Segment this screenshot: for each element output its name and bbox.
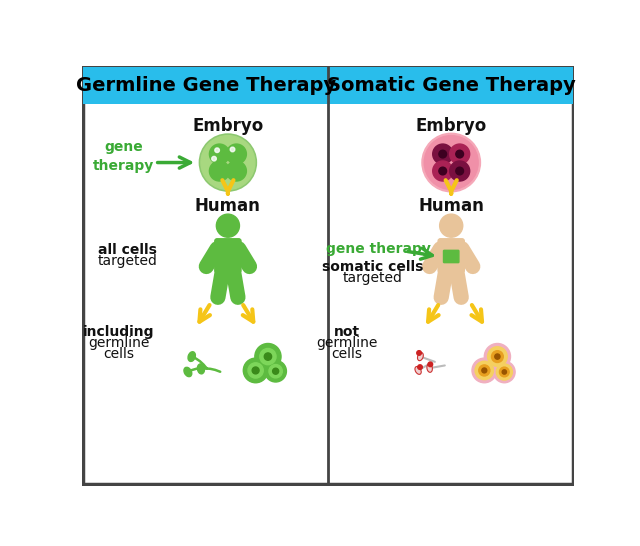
Circle shape — [252, 367, 259, 374]
Circle shape — [502, 370, 506, 374]
Circle shape — [198, 133, 257, 192]
Text: germline: germline — [317, 336, 378, 350]
Circle shape — [417, 351, 421, 355]
FancyBboxPatch shape — [215, 239, 241, 272]
Text: Embryo: Embryo — [192, 117, 264, 134]
Circle shape — [456, 167, 463, 175]
Text: cells: cells — [332, 347, 363, 360]
Circle shape — [201, 135, 255, 189]
Circle shape — [424, 135, 478, 189]
Circle shape — [227, 161, 246, 181]
Text: targeted: targeted — [343, 271, 403, 285]
Circle shape — [248, 363, 263, 378]
Circle shape — [472, 358, 497, 383]
Circle shape — [209, 144, 230, 164]
Circle shape — [499, 367, 509, 377]
Circle shape — [439, 150, 447, 158]
Text: Human: Human — [195, 198, 261, 216]
Ellipse shape — [417, 353, 423, 361]
Circle shape — [269, 365, 282, 378]
Circle shape — [418, 365, 422, 370]
Circle shape — [433, 161, 452, 181]
Text: cells: cells — [103, 347, 134, 360]
Circle shape — [493, 361, 515, 383]
FancyBboxPatch shape — [83, 67, 573, 484]
Circle shape — [216, 214, 239, 237]
Circle shape — [215, 148, 220, 152]
Circle shape — [496, 364, 513, 380]
Text: Embryo: Embryo — [415, 117, 487, 134]
Circle shape — [212, 156, 216, 161]
Circle shape — [495, 354, 500, 359]
Ellipse shape — [188, 352, 195, 361]
Ellipse shape — [415, 366, 421, 375]
Circle shape — [475, 361, 493, 379]
Text: Germline Gene Therapy: Germline Gene Therapy — [76, 76, 335, 95]
Text: germline: germline — [88, 336, 149, 350]
Circle shape — [230, 147, 235, 152]
Text: Somatic Gene Therapy: Somatic Gene Therapy — [327, 76, 575, 95]
Circle shape — [260, 348, 276, 365]
Circle shape — [440, 214, 463, 237]
Circle shape — [492, 351, 503, 363]
Circle shape — [265, 360, 287, 382]
Circle shape — [479, 365, 490, 376]
Ellipse shape — [427, 364, 433, 372]
Circle shape — [243, 358, 268, 383]
Circle shape — [227, 144, 246, 164]
Circle shape — [422, 133, 481, 192]
FancyBboxPatch shape — [444, 250, 459, 263]
Text: somatic cells: somatic cells — [322, 260, 423, 274]
Circle shape — [428, 362, 433, 367]
Text: not: not — [334, 325, 360, 339]
Circle shape — [255, 343, 281, 370]
Circle shape — [273, 368, 278, 374]
Ellipse shape — [197, 364, 204, 374]
Text: including: including — [83, 325, 154, 339]
Ellipse shape — [184, 367, 192, 377]
Text: gene therapy: gene therapy — [326, 242, 431, 256]
FancyBboxPatch shape — [83, 67, 573, 104]
Circle shape — [488, 347, 508, 366]
Circle shape — [450, 161, 470, 181]
FancyBboxPatch shape — [438, 239, 464, 272]
Text: Human: Human — [419, 198, 484, 216]
Circle shape — [482, 368, 487, 373]
Circle shape — [439, 167, 447, 175]
Text: targeted: targeted — [98, 254, 157, 268]
Circle shape — [433, 144, 452, 164]
Circle shape — [264, 353, 271, 360]
Text: all cells: all cells — [99, 242, 157, 257]
Text: gene
therapy: gene therapy — [93, 140, 155, 173]
Circle shape — [450, 144, 470, 164]
Circle shape — [484, 343, 511, 370]
Circle shape — [456, 150, 463, 158]
Circle shape — [209, 161, 230, 181]
